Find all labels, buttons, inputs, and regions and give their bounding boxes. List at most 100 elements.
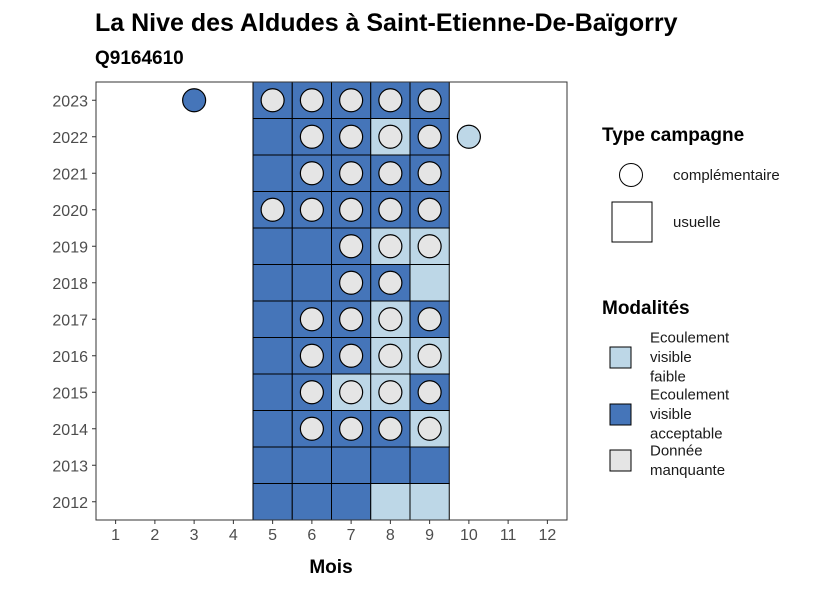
point-2021-6 <box>299 161 324 186</box>
cell-2013-9 <box>409 446 450 484</box>
point-2022-7 <box>339 124 364 149</box>
point-2022-9 <box>417 124 442 149</box>
point-2017-9 <box>417 307 442 332</box>
legend-modalites-title: Modalités <box>602 298 690 319</box>
x-tick-label: 4 <box>229 527 238 544</box>
y-tick-label: 2021 <box>52 166 88 183</box>
point-2020-8 <box>378 197 403 222</box>
legend-acceptable-label-line: Ecoulement <box>650 387 730 404</box>
y-tick-label: 2015 <box>52 385 88 402</box>
chart-subtitle: Q9164610 <box>95 48 184 69</box>
cell-2022-5 <box>252 118 293 156</box>
cell-2016-5 <box>252 337 293 375</box>
x-tick-label: 1 <box>111 527 120 544</box>
x-tick-label: 8 <box>386 527 395 544</box>
y-tick-label: 2020 <box>52 203 88 220</box>
x-tick-label: 7 <box>347 527 356 544</box>
point-2021-9 <box>417 161 442 186</box>
point-2019-8 <box>378 234 403 259</box>
cell-2019-6 <box>291 227 332 265</box>
legend-complementaire-label: complémentaire <box>673 167 780 184</box>
legend-faible-label-line: visible <box>650 349 692 366</box>
point-2022-6 <box>299 124 324 149</box>
x-tick-label: 2 <box>150 527 159 544</box>
point-2015-6 <box>299 380 324 405</box>
point-2017-7 <box>339 307 364 332</box>
cell-2019-5 <box>252 227 293 265</box>
point-2020-6 <box>299 197 324 222</box>
cell-2013-5 <box>252 446 293 484</box>
legend-modalites: Modalités EcoulementvisiblefaibleEcoulem… <box>602 298 730 479</box>
point-2016-6 <box>299 343 324 368</box>
point-2022-8 <box>378 124 403 149</box>
y-axis: 2012 2013 2014 2015 2016 2017 2018 2019 2020 2021… <box>52 93 96 512</box>
point-2019-7 <box>339 234 364 259</box>
point-2023-6 <box>299 88 324 113</box>
point-2023-5 <box>260 88 285 113</box>
panel-border <box>95 81 568 521</box>
x-axis-title: Mois <box>309 557 352 578</box>
legend-usuelle-icon <box>611 201 653 243</box>
chart-title: La Nive des Aldudes à Saint-Etienne-De-B… <box>95 9 678 37</box>
y-tick-label: 2018 <box>52 276 88 293</box>
point-2015-8 <box>378 380 403 405</box>
point-2016-8 <box>378 343 403 368</box>
legend-usuelle-label: usuelle <box>673 214 721 231</box>
point-2016-7 <box>339 343 364 368</box>
y-tick-label: 2013 <box>52 458 88 475</box>
cells-layer <box>252 81 450 521</box>
cell-2014-5 <box>252 410 293 448</box>
point-2023-8 <box>378 88 403 113</box>
legend-complementaire-icon <box>619 163 643 187</box>
legend-faible-label-line: faible <box>650 369 686 386</box>
cell-2018-9 <box>409 264 450 302</box>
legend-type-title: Type campagne <box>602 125 744 146</box>
y-tick-label: 2022 <box>52 130 88 147</box>
cell-2015-5 <box>252 373 293 411</box>
x-tick-label: 9 <box>425 527 434 544</box>
y-tick-label: 2019 <box>52 239 88 256</box>
cell-2012-5 <box>252 483 293 521</box>
point-2018-7 <box>339 270 364 295</box>
cell-2012-6 <box>291 483 332 521</box>
x-tick-label: 5 <box>268 527 277 544</box>
point-2021-7 <box>339 161 364 186</box>
point-2023-7 <box>339 88 364 113</box>
legend-type-campagne: Type campagne complémentaire usuelle <box>602 125 780 243</box>
plot-panel <box>95 81 568 521</box>
x-axis: 1 2 3 4 5 6 7 8 9 10 11 12 <box>111 520 556 544</box>
y-tick-label: 2016 <box>52 349 88 366</box>
cell-2018-6 <box>291 264 332 302</box>
cell-2018-5 <box>252 264 293 302</box>
legend-acceptable-label-line: acceptable <box>650 426 723 443</box>
point-2014-7 <box>339 416 364 441</box>
point-2016-9 <box>417 343 442 368</box>
cell-2021-5 <box>252 154 293 192</box>
point-2015-7 <box>339 380 364 405</box>
point-2015-9 <box>417 380 442 405</box>
point-2014-6 <box>299 416 324 441</box>
point-2020-9 <box>417 197 442 222</box>
cell-2013-8 <box>370 446 411 484</box>
y-tick-label: 2017 <box>52 312 88 329</box>
cell-2013-6 <box>291 446 332 484</box>
point-2020-5 <box>260 197 285 222</box>
cell-2012-8 <box>370 483 411 521</box>
legend-acceptable-swatch <box>609 403 632 426</box>
y-tick-label: 2012 <box>52 495 88 512</box>
point-2017-6 <box>299 307 324 332</box>
legend-manquante-label-line: Donnée <box>650 442 703 459</box>
point-2021-8 <box>378 161 403 186</box>
cell-2012-7 <box>331 483 372 521</box>
legend-manquante-label-line: manquante <box>650 462 725 479</box>
legend-faible-swatch <box>609 346 632 369</box>
x-tick-label: 12 <box>538 527 556 544</box>
x-tick-label: 11 <box>500 527 517 544</box>
point-2020-7 <box>339 197 364 222</box>
cell-2019-7 <box>331 227 372 265</box>
point-2019-9 <box>417 234 442 259</box>
points-layer <box>182 88 481 441</box>
x-tick-label: 10 <box>460 527 478 544</box>
cell-2012-9 <box>409 483 450 521</box>
